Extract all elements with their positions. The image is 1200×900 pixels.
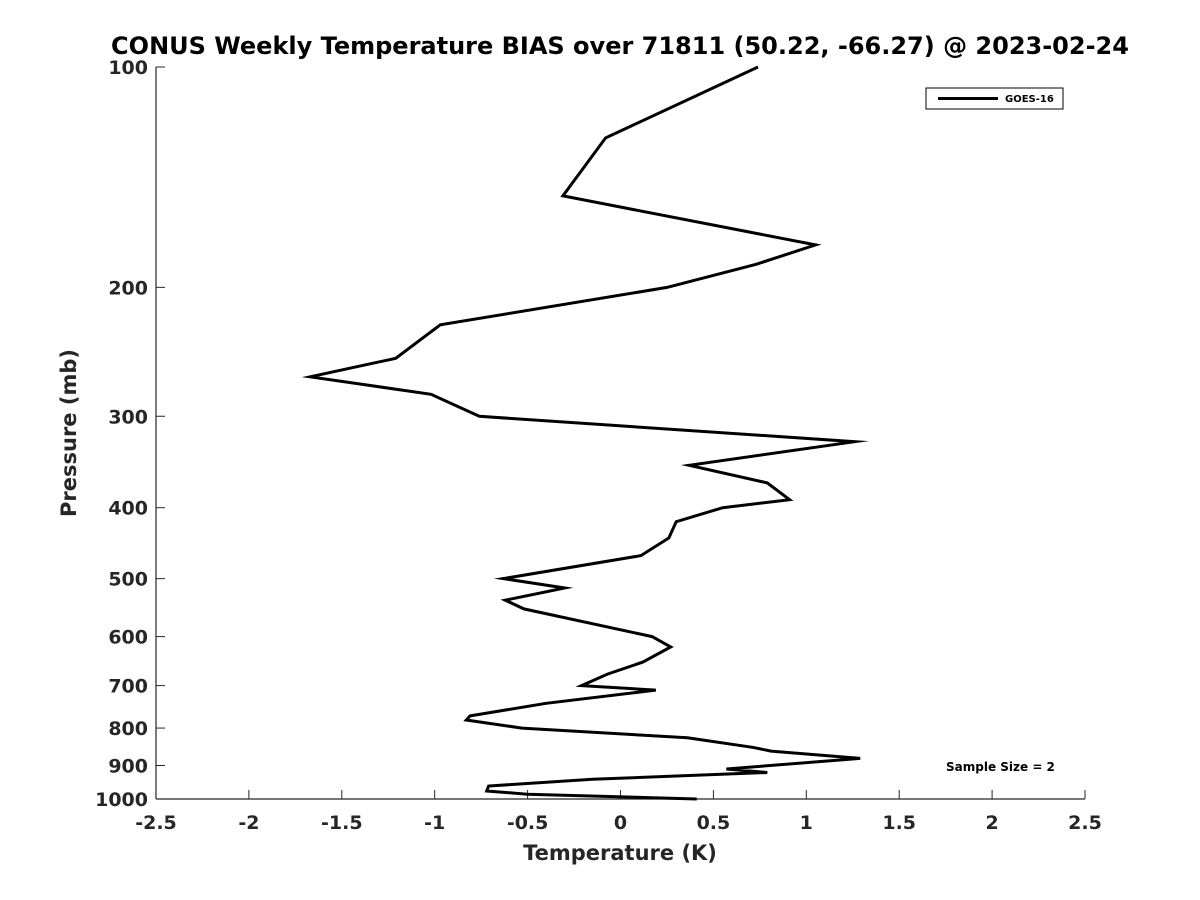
x-tick-label: 2.5 bbox=[1068, 812, 1102, 834]
y-tick-label: 200 bbox=[108, 277, 148, 299]
chart-title: CONUS Weekly Temperature BIAS over 71811… bbox=[111, 32, 1129, 60]
legend: GOES-16 bbox=[925, 87, 1064, 110]
sample-size-annotation: Sample Size = 2 bbox=[946, 760, 1055, 774]
x-tick-label: -1.5 bbox=[321, 812, 363, 834]
x-tick-label: 2 bbox=[985, 812, 998, 834]
x-tick-label: -2 bbox=[238, 812, 259, 834]
series-layer bbox=[301, 65, 869, 801]
y-tick-label: 600 bbox=[108, 627, 148, 649]
y-tick-label: 800 bbox=[108, 718, 148, 740]
y-tick-label: 700 bbox=[108, 676, 148, 698]
legend-label-goes-16: GOES-16 bbox=[1005, 94, 1054, 105]
series-line-goes-16 bbox=[301, 65, 869, 801]
x-axis-label: Temperature (K) bbox=[523, 841, 717, 865]
y-tick-label: 300 bbox=[108, 406, 148, 428]
y-tick-label: 1000 bbox=[95, 789, 148, 811]
x-tick-label: 0.5 bbox=[697, 812, 731, 834]
y-axis-label: Pressure (mb) bbox=[57, 349, 81, 517]
x-tick-label: 0 bbox=[614, 812, 627, 834]
y-tick-label: 500 bbox=[108, 569, 148, 591]
x-tick-label: -0.5 bbox=[507, 812, 549, 834]
x-tick-label: 1 bbox=[800, 812, 813, 834]
axes: -2.5 -2 -1.5 -1 -0.5 0 0.5 1 1.5 2 2.5 100 200 300 400… bbox=[95, 57, 1102, 834]
y-tick-label: 400 bbox=[108, 498, 148, 520]
x-tick-label: -1 bbox=[424, 812, 445, 834]
x-tick-label: -2.5 bbox=[135, 812, 177, 834]
x-tick-label: 1.5 bbox=[882, 812, 916, 834]
y-tick-label: 900 bbox=[108, 756, 148, 778]
y-tick-label: 100 bbox=[108, 57, 148, 79]
